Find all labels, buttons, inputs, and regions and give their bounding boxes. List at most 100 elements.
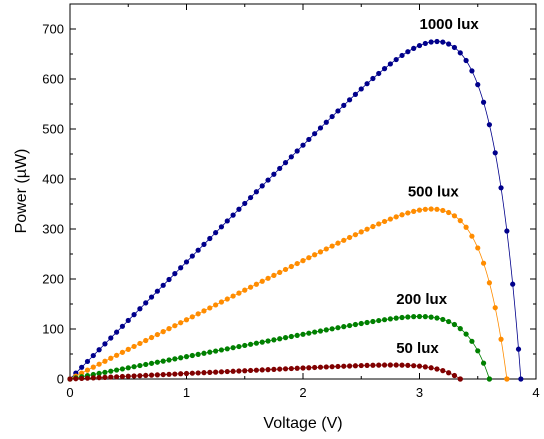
data-point — [125, 373, 131, 379]
data-point — [306, 136, 312, 143]
series-label: 200 lux — [396, 291, 448, 308]
data-point — [143, 337, 149, 344]
data-point — [282, 366, 289, 372]
data-point — [160, 371, 166, 378]
data-point — [405, 49, 411, 55]
data-point — [335, 240, 341, 246]
data-point — [265, 177, 271, 183]
x-tick-label: 0 — [66, 385, 73, 400]
data-point — [492, 305, 498, 311]
data-point — [381, 317, 388, 323]
data-point — [294, 365, 300, 371]
data-point — [84, 375, 91, 381]
data-point — [114, 352, 120, 358]
data-point — [183, 354, 190, 360]
data-point — [271, 366, 277, 372]
data-point — [469, 68, 475, 74]
series-50-lux — [67, 362, 463, 382]
data-point — [218, 299, 225, 305]
data-point — [90, 352, 96, 359]
data-point — [317, 328, 324, 334]
data-point — [469, 233, 475, 239]
data-point — [381, 362, 388, 368]
data-point — [475, 82, 481, 88]
data-point — [370, 223, 376, 230]
series-group — [67, 38, 524, 382]
data-point — [399, 362, 405, 368]
data-point — [236, 343, 242, 350]
data-point — [335, 108, 341, 114]
data-point — [131, 373, 137, 379]
data-point — [90, 375, 96, 381]
data-point — [131, 364, 137, 370]
data-point — [247, 194, 254, 201]
data-point — [294, 260, 300, 267]
data-point — [224, 346, 230, 352]
data-point — [137, 340, 143, 347]
data-point — [416, 207, 423, 213]
data-point — [73, 376, 79, 382]
data-point — [387, 216, 393, 222]
data-point — [463, 224, 469, 230]
data-point — [277, 165, 283, 172]
data-point — [370, 362, 376, 368]
data-point — [393, 56, 399, 63]
data-point — [96, 375, 102, 381]
series-label: 50 lux — [396, 340, 439, 357]
data-point — [451, 321, 458, 328]
data-point — [207, 369, 213, 375]
data-point — [137, 362, 143, 369]
data-point — [148, 334, 155, 341]
data-point — [317, 249, 324, 255]
data-point — [277, 336, 283, 342]
data-point — [183, 317, 190, 323]
data-point — [335, 363, 341, 370]
data-point — [329, 326, 335, 332]
data-point — [195, 370, 201, 376]
data-point — [486, 280, 492, 286]
data-point — [119, 366, 126, 372]
data-point — [224, 368, 230, 375]
data-point — [137, 306, 143, 312]
data-point — [411, 314, 417, 320]
data-point — [457, 376, 463, 382]
data-point — [166, 371, 172, 377]
data-point — [510, 281, 516, 287]
data-point — [253, 367, 259, 373]
data-point — [323, 327, 329, 333]
data-point — [131, 343, 137, 350]
data-point — [446, 209, 452, 216]
data-point — [306, 330, 312, 336]
data-point — [364, 362, 370, 368]
data-point — [148, 294, 155, 300]
data-point — [178, 320, 184, 326]
data-point — [236, 368, 242, 374]
data-point — [393, 214, 399, 220]
data-point — [323, 364, 329, 370]
data-point — [195, 311, 201, 317]
data-point — [172, 271, 178, 277]
data-point — [166, 276, 172, 283]
data-point — [242, 368, 248, 374]
data-point — [393, 315, 399, 321]
x-axis-label: Voltage (V) — [263, 415, 342, 432]
data-point — [387, 316, 393, 322]
data-point — [294, 332, 300, 339]
series-line — [69, 208, 508, 380]
data-point — [411, 208, 417, 214]
data-point — [119, 323, 126, 329]
data-point — [358, 320, 364, 327]
series-500-lux — [67, 206, 510, 382]
data-point — [393, 362, 399, 368]
data-point — [277, 269, 283, 276]
data-point — [498, 336, 504, 342]
data-point — [253, 189, 259, 195]
data-point — [323, 246, 329, 252]
data-point — [259, 278, 265, 284]
data-point — [265, 367, 271, 373]
data-point — [381, 218, 388, 225]
data-point — [300, 258, 306, 264]
ticks: 0 1 2 3 4 0 100 200 300 400 500 600 700 — [42, 3, 540, 400]
data-point — [405, 210, 411, 216]
data-point — [189, 314, 195, 320]
